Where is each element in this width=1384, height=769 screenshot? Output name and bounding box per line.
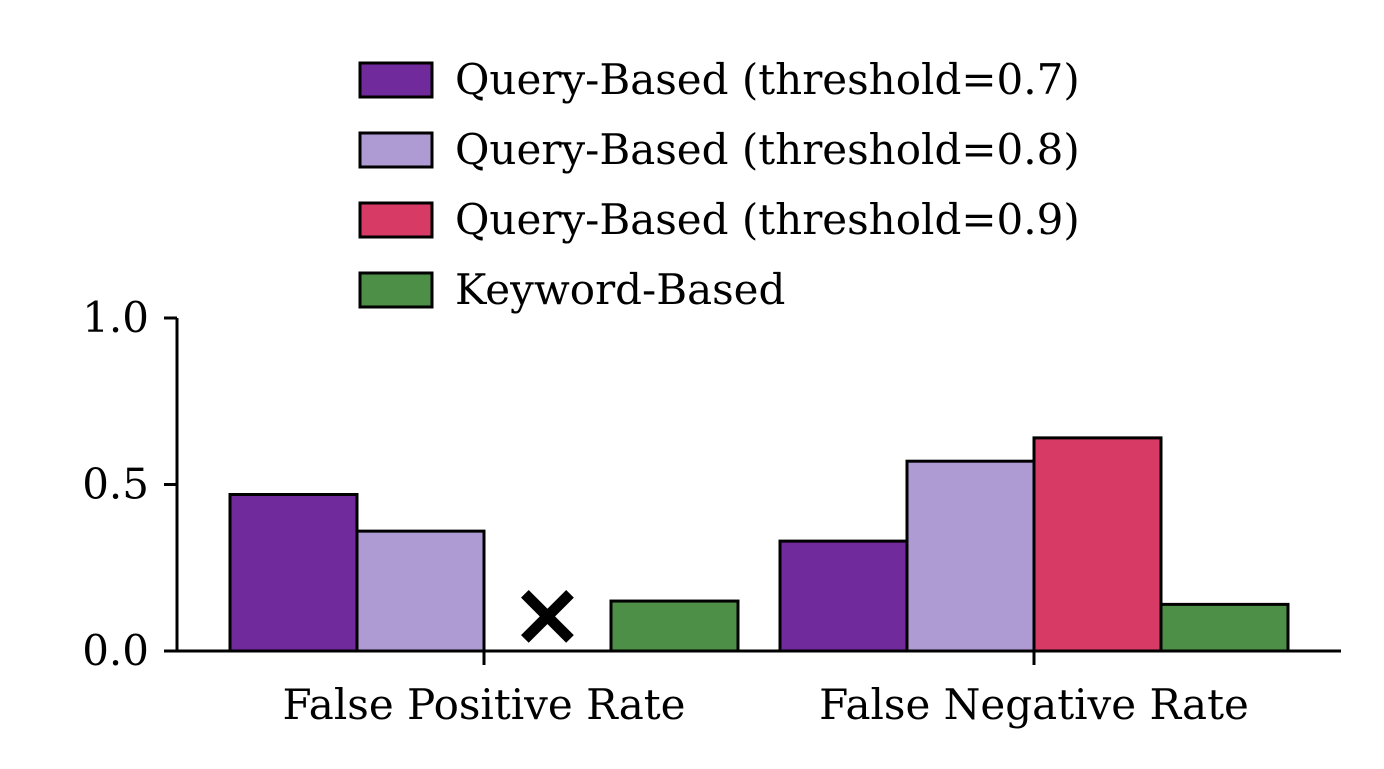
bar-1-1 — [228, 492, 359, 653]
y-tick-label: 1.0 — [82, 293, 149, 342]
legend-swatch-0 — [358, 61, 434, 99]
legend: Query-Based (threshold=0.7) Query-Based (… — [358, 55, 1080, 314]
legend-swatch-1 — [358, 131, 434, 169]
x-tick-label: False Negative Rate — [819, 680, 1249, 729]
bars-group: ✕ — [228, 436, 1290, 667]
bar-4-2 — [1159, 602, 1290, 653]
bar-2-1 — [355, 529, 486, 653]
x-axis: False Positive Rate False Negative Rate — [177, 649, 1341, 729]
legend-swatch-3 — [358, 271, 434, 309]
bar-4-1 — [609, 599, 740, 653]
legend-label-1: Query-Based (threshold=0.8) — [455, 125, 1080, 174]
legend-label-3: Keyword-Based — [455, 265, 785, 314]
y-axis: 0.0 0.5 1.0 — [82, 293, 179, 675]
bar-3-2 — [1032, 436, 1163, 653]
y-tick-label: 0.5 — [82, 460, 149, 509]
legend-label-0: Query-Based (threshold=0.7) — [455, 55, 1080, 104]
y-tick-label: 0.0 — [82, 626, 149, 675]
legend-label-2: Query-Based (threshold=0.9) — [455, 195, 1080, 244]
x-tick-label: False Positive Rate — [283, 680, 686, 729]
legend-swatch-2 — [358, 201, 434, 239]
bar-2-2 — [905, 459, 1036, 653]
bar-1-2 — [778, 539, 909, 653]
